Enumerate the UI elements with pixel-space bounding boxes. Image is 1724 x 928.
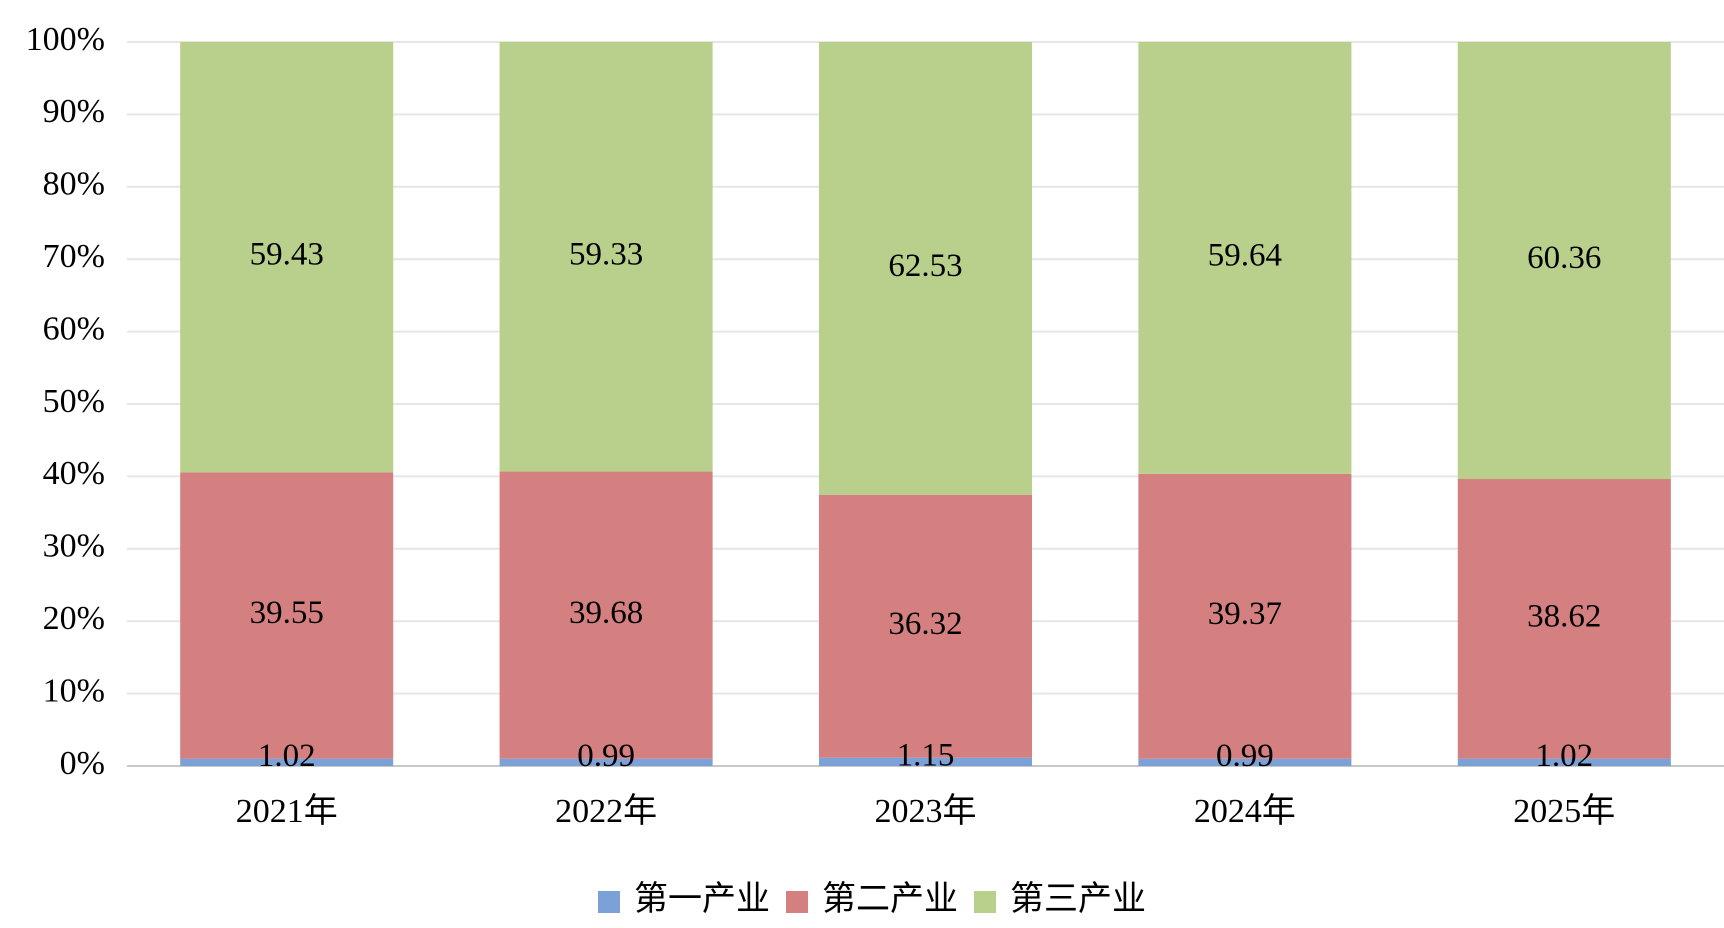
y-tick-label: 40% (43, 455, 105, 492)
legend-label: 第二产业 (822, 880, 958, 918)
bar-segment (180, 758, 394, 766)
x-tick-label: 2023年 (875, 792, 977, 830)
y-tick-label: 60% (43, 310, 105, 347)
value-label: 38.62 (1527, 598, 1601, 634)
y-tick-label: 0% (60, 745, 105, 782)
value-label: 1.02 (1535, 738, 1593, 774)
value-label: 36.32 (888, 606, 962, 642)
y-tick-label: 90% (43, 93, 105, 130)
y-tick-label: 80% (43, 166, 105, 203)
value-label: 59.64 (1208, 237, 1282, 273)
x-tick-label: 2022年 (555, 792, 657, 830)
bar-segment (180, 472, 394, 759)
y-tick-label: 10% (43, 672, 105, 709)
legend-swatch (786, 891, 808, 913)
bar-segment (818, 757, 1033, 766)
x-tick-label: 2024年 (1194, 792, 1296, 830)
bar-segment (1138, 473, 1352, 759)
bar-segment (499, 758, 713, 766)
bar-segment (1138, 42, 1352, 474)
value-label: 1.15 (897, 737, 955, 773)
legend-label: 第一产业 (634, 880, 770, 918)
legend-swatch (598, 891, 620, 913)
x-tick-label: 2021年 (236, 792, 338, 830)
value-label: 39.68 (569, 595, 643, 631)
y-tick-label: 70% (43, 238, 105, 275)
bar-segment (499, 471, 713, 759)
value-label: 0.99 (577, 738, 635, 774)
bar-segment (1457, 42, 1671, 480)
bar-segment (818, 42, 1033, 495)
value-label: 1.02 (258, 738, 316, 774)
bar-segment (180, 42, 394, 473)
y-tick-label: 20% (43, 600, 105, 637)
bar-segment (499, 42, 713, 472)
value-label: 59.33 (569, 236, 643, 272)
value-label: 0.99 (1216, 738, 1274, 774)
y-tick-label: 100% (26, 21, 105, 58)
value-label: 62.53 (888, 248, 962, 284)
y-tick-label: 30% (43, 528, 105, 565)
bar-segment (818, 494, 1033, 758)
value-label: 60.36 (1527, 240, 1601, 276)
value-label: 59.43 (250, 237, 324, 273)
value-label: 39.37 (1208, 596, 1282, 632)
bar-segment (1457, 758, 1671, 766)
x-tick-label: 2025年 (1513, 792, 1615, 830)
y-tick-label: 50% (43, 383, 105, 420)
legend-label: 第三产业 (1010, 880, 1146, 918)
bar-segment (1457, 479, 1671, 759)
legend-swatch (974, 891, 996, 913)
bar-segment (1138, 758, 1352, 766)
value-label: 39.55 (250, 595, 324, 631)
